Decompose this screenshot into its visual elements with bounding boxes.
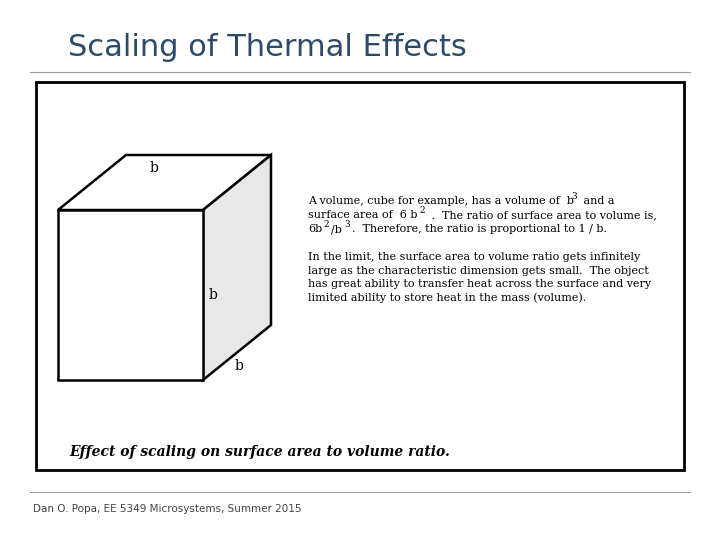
Text: and a: and a (580, 196, 614, 206)
Polygon shape (58, 210, 203, 380)
Text: Dan O. Popa, EE 5349 Microsystems, Summer 2015: Dan O. Popa, EE 5349 Microsystems, Summe… (33, 504, 302, 514)
Polygon shape (58, 155, 271, 210)
Text: limited ability to store heat in the mass (volume).: limited ability to store heat in the mas… (308, 293, 586, 303)
Polygon shape (203, 155, 271, 380)
Text: 2: 2 (419, 206, 425, 215)
Text: 3: 3 (344, 220, 350, 229)
Text: large as the characteristic dimension gets small.  The object: large as the characteristic dimension ge… (308, 266, 649, 275)
Text: surface area of  6 b: surface area of 6 b (308, 210, 418, 220)
Text: 3: 3 (571, 192, 577, 201)
Text: has great ability to transfer heat across the surface and very: has great ability to transfer heat acros… (308, 279, 651, 289)
Text: b: b (209, 288, 218, 302)
Text: 6b: 6b (308, 224, 323, 234)
Text: Effect of scaling on surface area to volume ratio.: Effect of scaling on surface area to vol… (70, 445, 451, 459)
Text: .  Therefore, the ratio is proportional to 1 / b.: . Therefore, the ratio is proportional t… (352, 224, 607, 234)
Text: b: b (150, 161, 159, 176)
Text: In the limit, the surface area to volume ratio gets infinitely: In the limit, the surface area to volume… (308, 252, 640, 262)
Text: 2: 2 (323, 220, 328, 229)
Text: Scaling of Thermal Effects: Scaling of Thermal Effects (68, 33, 467, 63)
Text: A volume, cube for example, has a volume of  b: A volume, cube for example, has a volume… (308, 196, 574, 206)
Text: .  The ratio of surface area to volume is,: . The ratio of surface area to volume is… (428, 210, 657, 220)
Text: b: b (235, 360, 243, 374)
Text: /b: /b (331, 224, 342, 234)
FancyBboxPatch shape (36, 82, 684, 470)
